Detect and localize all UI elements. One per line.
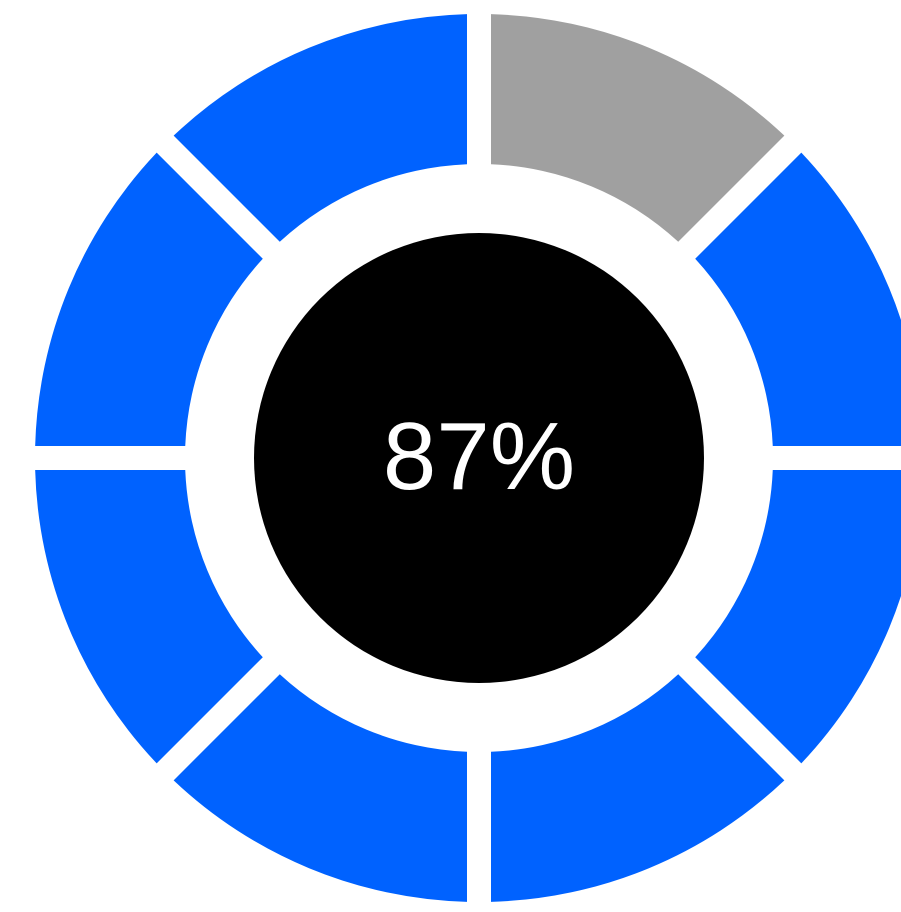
gauge-segment-empty bbox=[491, 14, 785, 242]
gauge-segment-filled bbox=[35, 470, 263, 764]
gauge-center-disc bbox=[254, 233, 704, 683]
gauge-segment-filled bbox=[695, 470, 901, 764]
gauge-segment-filled bbox=[491, 674, 785, 902]
gauge-segment-filled bbox=[35, 152, 263, 446]
gauge-segments bbox=[35, 14, 901, 902]
gauge-segment-filled bbox=[173, 14, 467, 242]
gauge-segment-filled bbox=[173, 674, 467, 902]
gauge-segment-filled bbox=[695, 152, 901, 446]
